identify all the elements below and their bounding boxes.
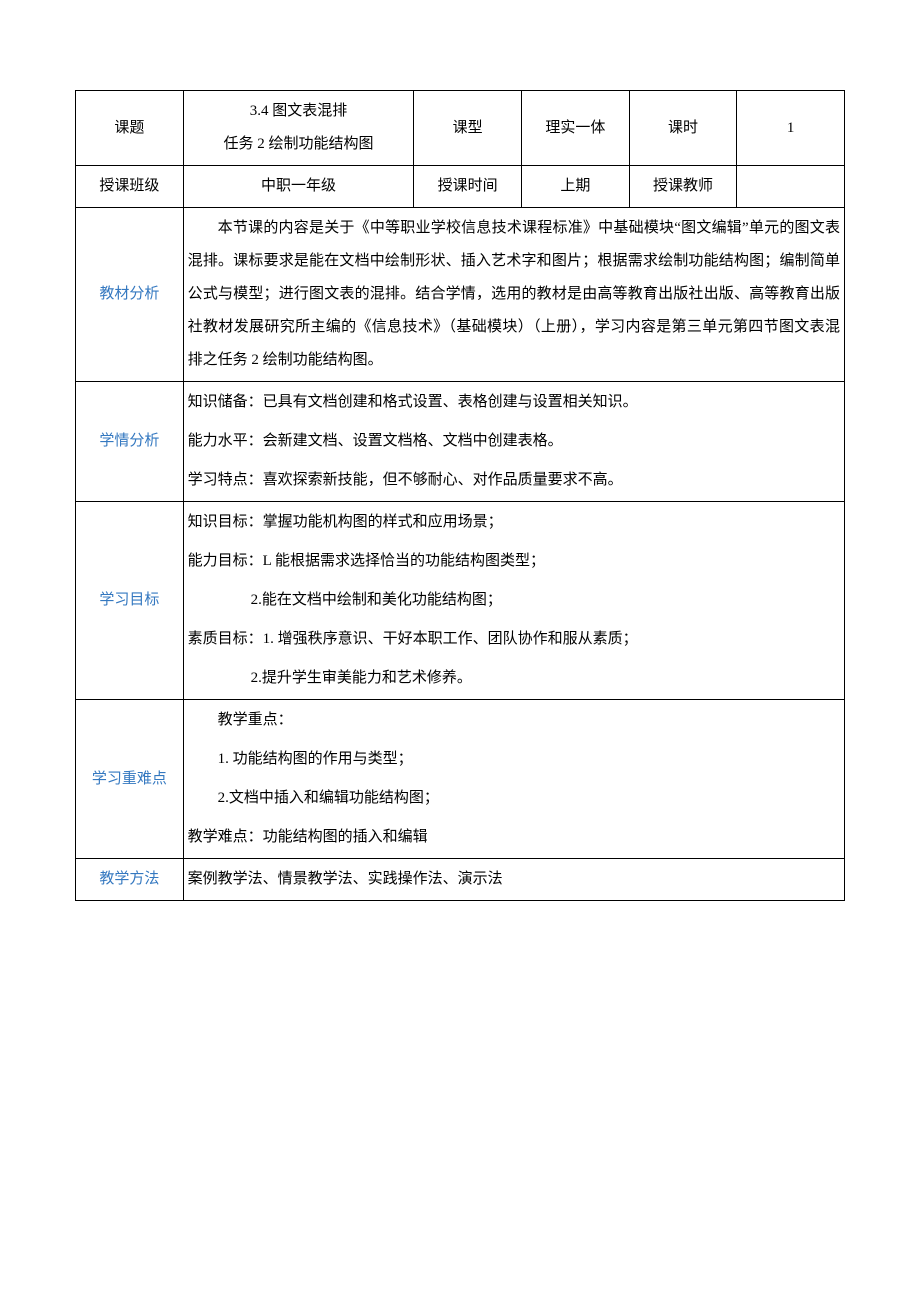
row-class-info: 授课班级 中职一年级 授课时间 上期 授课教师 [76, 166, 845, 208]
row-student-analysis: 学情分析 知识储备：已具有文档创建和格式设置、表格创建与设置相关知识。 能力水平… [76, 382, 845, 502]
objectives-p1: 知识目标：掌握功能机构图的样式和应用场景； [188, 506, 840, 539]
textbook-analysis-text: 本节课的内容是关于《中等职业学校信息技术课程标准》中基础模块“图文编辑”单元的图… [188, 212, 840, 377]
student-analysis-p3: 学习特点：喜欢探索新技能，但不够耐心、对作品质量要求不高。 [188, 464, 840, 497]
row-textbook-analysis: 教材分析 本节课的内容是关于《中等职业学校信息技术课程标准》中基础模块“图文编辑… [76, 208, 845, 382]
cell-method: 案例教学法、情景教学法、实践操作法、演示法 [183, 859, 844, 901]
key-difficult-p3: 2.文档中插入和编辑功能结构图； [188, 782, 840, 815]
row-topic: 课题 3.4 图文表混排 任务 2 绘制功能结构图 课型 理实一体 课时 1 [76, 91, 845, 166]
objectives-p5: 2.提升学生审美能力和艺术修养。 [188, 662, 840, 695]
cell-class-type: 理实一体 [522, 91, 630, 166]
topic-line2: 任务 2 绘制功能结构图 [188, 128, 410, 161]
cell-class: 中职一年级 [183, 166, 414, 208]
cell-student-analysis: 知识储备：已具有文档创建和格式设置、表格创建与设置相关知识。 能力水平：会新建文… [183, 382, 844, 502]
key-difficult-p4: 教学难点：功能结构图的插入和编辑 [188, 821, 840, 854]
cell-time: 上期 [522, 166, 630, 208]
key-difficult-p2: 1. 功能结构图的作用与类型； [188, 743, 840, 776]
label-method: 教学方法 [76, 859, 184, 901]
label-objectives: 学习目标 [76, 502, 184, 700]
label-teacher: 授课教师 [629, 166, 737, 208]
objectives-p4: 素质目标：1. 增强秩序意识、干好本职工作、团队协作和服从素质； [188, 623, 840, 656]
cell-teacher [737, 166, 845, 208]
label-key-difficult: 学习重难点 [76, 700, 184, 859]
lesson-plan-table: 课题 3.4 图文表混排 任务 2 绘制功能结构图 课型 理实一体 课时 1 授… [75, 90, 845, 901]
row-key-difficult: 学习重难点 教学重点： 1. 功能结构图的作用与类型； 2.文档中插入和编辑功能… [76, 700, 845, 859]
cell-topic-value: 3.4 图文表混排 任务 2 绘制功能结构图 [183, 91, 414, 166]
student-analysis-p2: 能力水平：会新建文档、设置文档格、文档中创建表格。 [188, 425, 840, 458]
label-student-analysis: 学情分析 [76, 382, 184, 502]
cell-key-difficult: 教学重点： 1. 功能结构图的作用与类型； 2.文档中插入和编辑功能结构图； 教… [183, 700, 844, 859]
cell-hours: 1 [737, 91, 845, 166]
row-objectives: 学习目标 知识目标：掌握功能机构图的样式和应用场景； 能力目标：L 能根据需求选… [76, 502, 845, 700]
label-hours: 课时 [629, 91, 737, 166]
cell-textbook-analysis: 本节课的内容是关于《中等职业学校信息技术课程标准》中基础模块“图文编辑”单元的图… [183, 208, 844, 382]
label-class: 授课班级 [76, 166, 184, 208]
student-analysis-p1: 知识储备：已具有文档创建和格式设置、表格创建与设置相关知识。 [188, 386, 840, 419]
label-class-type: 课型 [414, 91, 522, 166]
objectives-p3: 2.能在文档中绘制和美化功能结构图； [188, 584, 840, 617]
cell-objectives: 知识目标：掌握功能机构图的样式和应用场景； 能力目标：L 能根据需求选择恰当的功… [183, 502, 844, 700]
key-difficult-p1: 教学重点： [188, 704, 840, 737]
label-time: 授课时间 [414, 166, 522, 208]
label-topic: 课题 [76, 91, 184, 166]
row-method: 教学方法 案例教学法、情景教学法、实践操作法、演示法 [76, 859, 845, 901]
label-textbook-analysis: 教材分析 [76, 208, 184, 382]
objectives-p2: 能力目标：L 能根据需求选择恰当的功能结构图类型； [188, 545, 840, 578]
topic-line1: 3.4 图文表混排 [188, 95, 410, 128]
